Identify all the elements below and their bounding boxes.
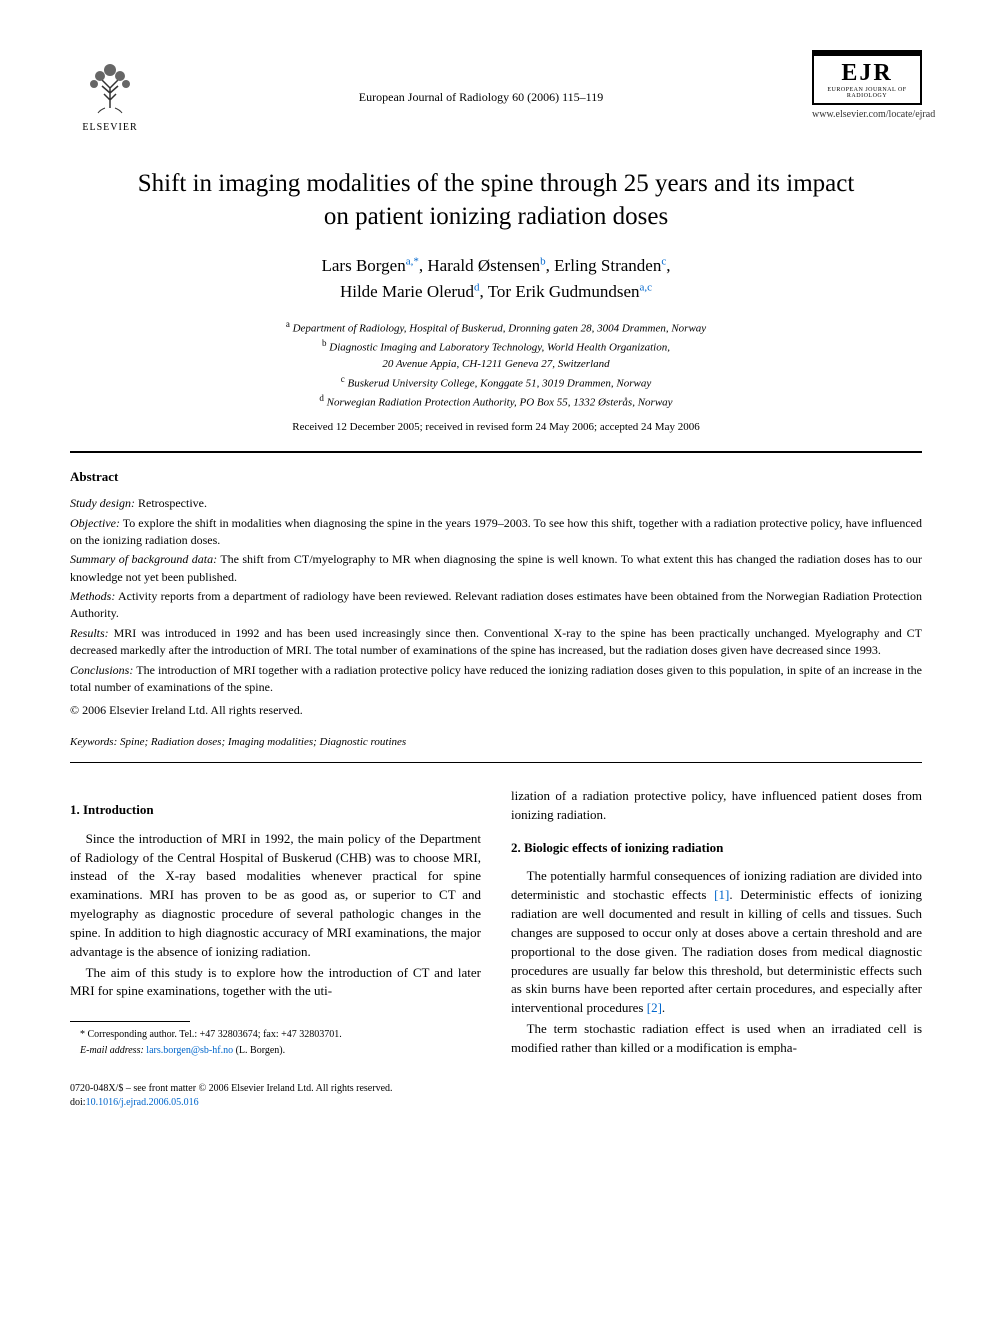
author-4: Hilde Marie Olerud [340, 282, 474, 301]
abstract-section: Abstract Study design: Retrospective. Ob… [70, 469, 922, 720]
journal-full-name: EUROPEAN JOURNAL OF RADIOLOGY [822, 87, 912, 99]
objective-text: To explore the shift in modalities when … [70, 516, 922, 547]
affiliation-a: Department of Radiology, Hospital of Bus… [293, 323, 707, 335]
body-columns: 1. Introduction Since the introduction o… [70, 787, 922, 1060]
s2-p1c: . [662, 1000, 665, 1015]
author-5: , Tor Erik Gudmundsen [480, 282, 640, 301]
abstract-heading: Abstract [70, 469, 922, 485]
authors-block: Lars Borgena,*, Harald Østensenb, Erling… [70, 253, 922, 304]
journal-abbrev: EJR [822, 60, 912, 87]
footnotes-block: * Corresponding author. Tel.: +47 328036… [70, 1028, 481, 1058]
article-dates: Received 12 December 2005; received in r… [70, 421, 922, 433]
study-design-label: Study design: [70, 496, 135, 510]
conclusions-label: Conclusions: [70, 663, 133, 677]
article-title: Shift in imaging modalities of the spine… [130, 168, 862, 233]
journal-logo-block: EJR EUROPEAN JOURNAL OF RADIOLOGY www.el… [812, 50, 922, 120]
journal-url: www.elsevier.com/locate/ejrad [812, 109, 922, 120]
corresponding-author: Corresponding author. Tel.: +47 32803674… [88, 1029, 342, 1040]
methods-label: Methods: [70, 589, 115, 603]
results-label: Results: [70, 626, 109, 640]
footnote-rule [70, 1021, 190, 1022]
elsevier-tree-icon [80, 58, 140, 118]
affiliation-d: Norwegian Radiation Protection Authority… [327, 397, 673, 409]
divider-top [70, 451, 922, 453]
journal-citation: European Journal of Radiology 60 (2006) … [150, 50, 812, 105]
page-footer: 0720-048X/$ – see front matter © 2006 El… [70, 1082, 922, 1110]
author-3-sup: c [661, 255, 666, 267]
author-3: , Erling Stranden [546, 256, 662, 275]
corresponding-email[interactable]: lars.borgen@sb-hf.no [146, 1045, 233, 1056]
section-1-p1: Since the introduction of MRI in 1992, t… [70, 830, 481, 962]
author-2: , Harald Østensen [419, 256, 540, 275]
affiliations-block: a Department of Radiology, Hospital of B… [70, 318, 922, 411]
email-who: (L. Borgen). [236, 1045, 286, 1056]
affiliation-c: Buskerud University College, Konggate 51… [348, 377, 652, 389]
issn-line: 0720-048X/$ – see front matter © 2006 El… [70, 1082, 922, 1096]
publisher-logo: ELSEVIER [70, 50, 150, 140]
doi-label: doi: [70, 1097, 86, 1108]
journal-logo-box: EJR EUROPEAN JOURNAL OF RADIOLOGY [812, 50, 922, 105]
author-1: Lars Borgen [322, 256, 406, 275]
affiliation-b2: 20 Avenue Appia, CH-1211 Geneva 27, Swit… [382, 358, 609, 370]
results-text: MRI was introduced in 1992 and has been … [70, 626, 922, 657]
affiliation-b: Diagnostic Imaging and Laboratory Techno… [329, 342, 670, 354]
footnote-marker: * [80, 1029, 85, 1040]
doi-link[interactable]: 10.1016/j.ejrad.2006.05.016 [86, 1097, 199, 1108]
objective-label: Objective: [70, 516, 120, 530]
ref-link-1[interactable]: [1] [714, 887, 729, 902]
section-2-p1: The potentially harmful consequences of … [511, 867, 922, 1018]
abstract-copyright: © 2006 Elsevier Ireland Ltd. All rights … [70, 702, 922, 719]
keywords-text: Spine; Radiation doses; Imaging modaliti… [120, 736, 406, 748]
section-2-heading: 2. Biologic effects of ionizing radiatio… [511, 839, 922, 858]
summary-label: Summary of background data: [70, 552, 217, 566]
conclusions-text: The introduction of MRI together with a … [70, 663, 922, 694]
author-5-sup: a,c [640, 281, 653, 293]
section-1-p2: The aim of this study is to explore how … [70, 964, 481, 1002]
section-1-p2-cont: lization of a radiation protective polic… [511, 787, 922, 825]
keywords-label: Keywords: [70, 736, 117, 748]
methods-text: Activity reports from a department of ra… [70, 589, 922, 620]
keywords-line: Keywords: Spine; Radiation doses; Imagin… [70, 736, 922, 748]
section-1-heading: 1. Introduction [70, 801, 481, 820]
email-label: E-mail address: [80, 1045, 144, 1056]
study-design-text: Retrospective. [138, 496, 207, 510]
page-header: ELSEVIER European Journal of Radiology 6… [70, 50, 922, 140]
divider-bottom [70, 762, 922, 763]
ref-link-2[interactable]: [2] [647, 1000, 662, 1015]
author-1-sup: a,* [406, 255, 419, 267]
section-2-p2: The term stochastic radiation effect is … [511, 1020, 922, 1058]
abstract-body: Study design: Retrospective. Objective: … [70, 495, 922, 720]
publisher-name: ELSEVIER [82, 122, 137, 133]
s2-p1b: . Deterministic effects of ionizing radi… [511, 887, 922, 1015]
